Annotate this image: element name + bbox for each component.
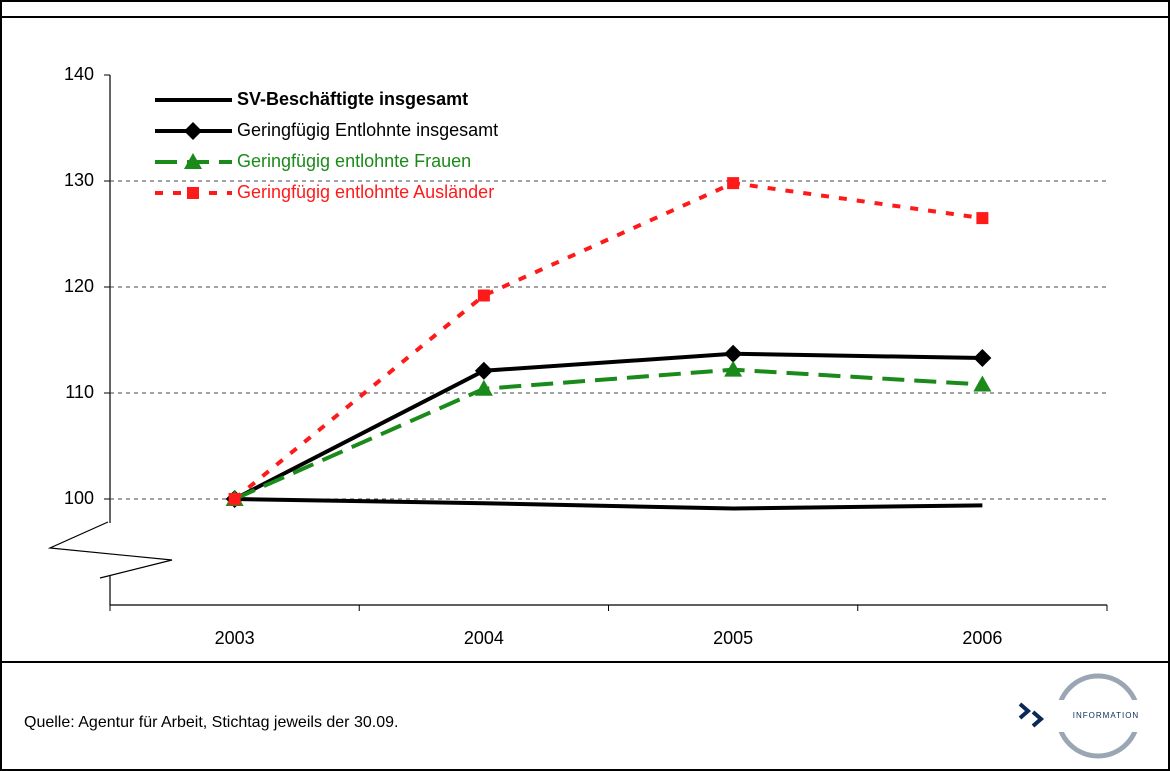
marker: [973, 349, 992, 368]
marker: [187, 187, 199, 199]
marker: [477, 289, 490, 302]
series-line: [233, 351, 983, 501]
legend-label: Geringfügig entlohnte Frauen: [237, 151, 471, 171]
series-line: [234, 497, 983, 511]
x-tick-label: 2003: [215, 628, 255, 648]
logo-chevron: [1018, 702, 1032, 720]
logo-band: [1050, 700, 1160, 732]
y-tick-label: 110: [65, 382, 94, 402]
logo-text: INFORMATION: [1073, 711, 1139, 720]
y-tick-label: 130: [64, 170, 94, 190]
x-tick-label: 2005: [713, 628, 753, 648]
axis-break: [47, 521, 173, 579]
marker: [973, 375, 992, 392]
legend-item: Geringfügig entlohnte Ausländer: [155, 182, 494, 202]
x-tick-label: 2004: [464, 628, 504, 648]
series: [228, 177, 989, 505]
marker: [724, 360, 743, 377]
y-tick-label: 100: [64, 488, 94, 508]
marker: [474, 361, 493, 380]
marker: [724, 344, 743, 363]
marker: [228, 493, 241, 505]
y-tick-label: 120: [64, 276, 94, 296]
logo: INFORMATION: [1018, 673, 1160, 759]
marker: [976, 212, 989, 225]
source-note: Quelle: Agentur für Arbeit, Stichtag jew…: [24, 714, 398, 731]
marker: [727, 177, 740, 190]
legend-label: Geringfügig Entlohnte insgesamt: [237, 120, 498, 140]
series: [234, 497, 983, 511]
x-tick-label: 2006: [962, 628, 1002, 648]
legend-label: Geringfügig entlohnte Ausländer: [237, 182, 494, 202]
logo-chevron: [1031, 710, 1045, 728]
marker: [184, 153, 202, 169]
series-line: [233, 367, 983, 501]
legend-item: SV-Beschäftigte insgesamt: [155, 89, 468, 109]
legend-item: Geringfügig Entlohnte insgesamt: [155, 120, 498, 140]
axis-break-gap: [107, 523, 113, 575]
marker: [474, 379, 493, 396]
legend-label: SV-Beschäftigte insgesamt: [237, 89, 468, 109]
legend-item: Geringfügig entlohnte Frauen: [155, 151, 471, 171]
marker: [184, 122, 202, 140]
series-line: [233, 181, 983, 501]
y-tick-label: 140: [64, 64, 94, 84]
